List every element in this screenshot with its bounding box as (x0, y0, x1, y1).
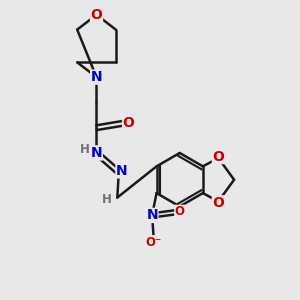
Text: O⁻: O⁻ (146, 236, 162, 249)
Text: N: N (146, 208, 158, 222)
Text: O: O (123, 116, 134, 130)
Text: O: O (212, 196, 224, 210)
Text: N: N (91, 70, 102, 84)
Text: H: H (80, 143, 90, 156)
Text: O: O (91, 8, 102, 22)
Text: H: H (102, 193, 112, 206)
Text: N: N (116, 164, 128, 178)
Text: O: O (212, 149, 224, 164)
Text: N: N (91, 146, 102, 160)
Text: O: O (175, 205, 185, 218)
